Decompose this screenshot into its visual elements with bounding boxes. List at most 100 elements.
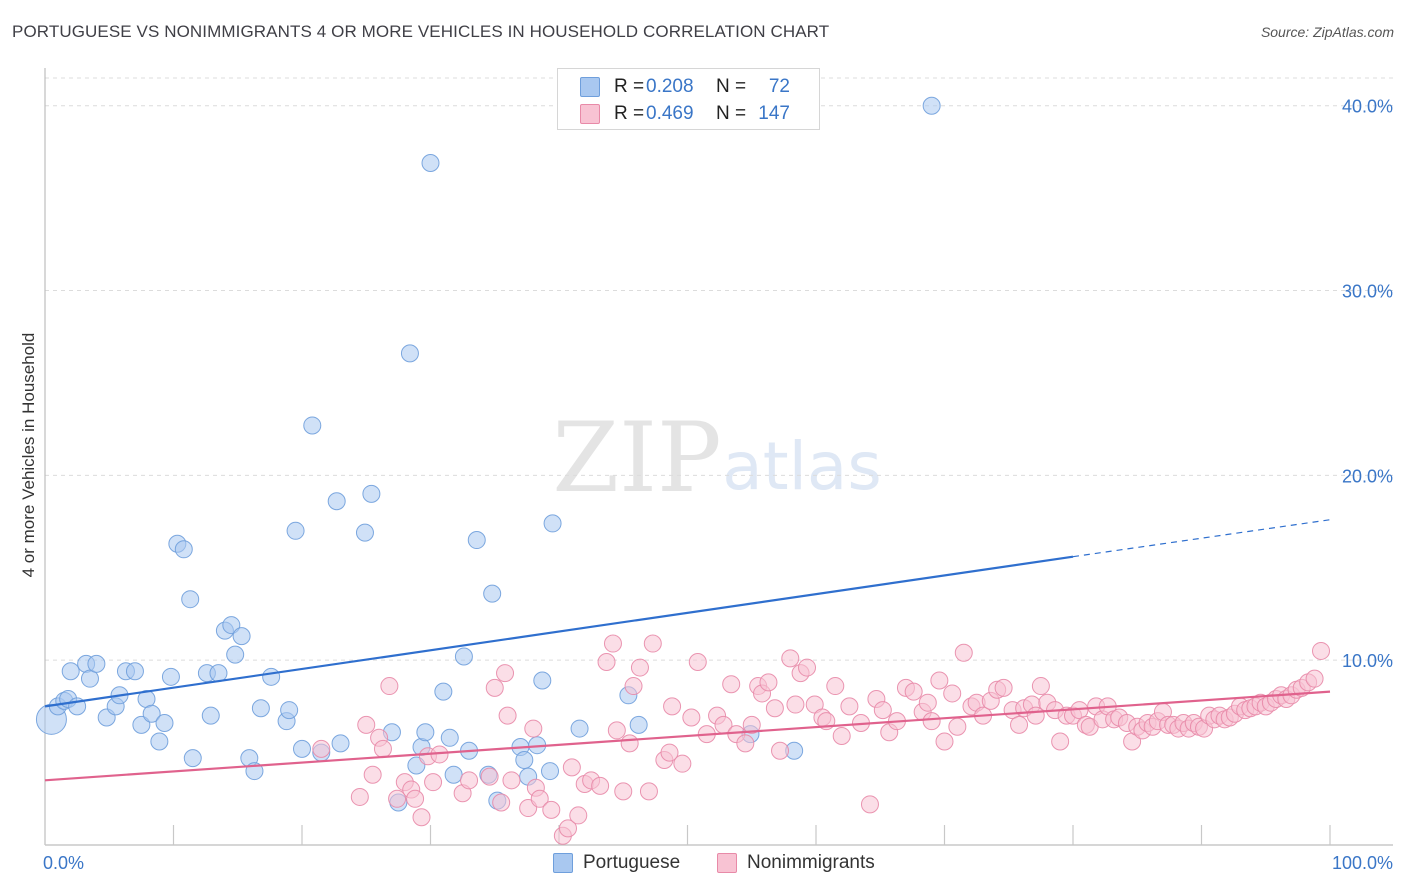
legend-row-portuguese: R = 0.208 N = 72 <box>580 75 790 99</box>
y-tick-label: 10.0% <box>1342 651 1393 671</box>
chart-source: Source: ZipAtlas.com <box>1260 24 1394 40</box>
correlation-legend: R = 0.208 N = 72 R = 0.469 N = 147 <box>557 68 820 130</box>
series-legend: Portuguese Nonimmigrants <box>0 852 1406 878</box>
portuguese-point <box>174 540 193 559</box>
nonimmigrants-point <box>832 726 851 745</box>
portuguese-point <box>87 654 106 673</box>
nonimmigrants-point <box>771 741 790 760</box>
portuguese-point <box>533 671 552 690</box>
nonimmigrants-point <box>350 787 369 806</box>
nonimmigrants-point <box>765 699 784 718</box>
nonimmigrants-point <box>558 819 577 838</box>
legend-item-nonimmigrants[interactable]: Nonimmigrants <box>717 852 875 874</box>
portuguese-point <box>454 647 473 666</box>
nonimmigrants-point <box>460 771 479 790</box>
portuguese-point <box>232 627 251 646</box>
nonimmigrants-point <box>954 643 973 662</box>
portuguese-point <box>125 662 144 681</box>
nonimmigrants-point <box>994 678 1013 697</box>
nonimmigrants-point <box>312 739 331 758</box>
nonimmigrants-point <box>688 653 707 672</box>
nonimmigrants-point <box>722 675 741 694</box>
data-points <box>35 96 1331 845</box>
portuguese-point <box>467 531 486 550</box>
nonimmigrants-point <box>569 806 588 825</box>
legend-swatch-nonimmigrants <box>580 104 600 124</box>
portuguese-point <box>209 664 228 683</box>
legend-r-label: R = <box>614 76 645 97</box>
nonimmigrants-point <box>498 706 517 725</box>
legend-n-value: 72 <box>768 76 790 97</box>
portuguese-point <box>434 682 453 701</box>
portuguese-point <box>362 484 381 503</box>
nonimmigrants-point <box>643 634 662 653</box>
nonimmigrants-point <box>373 739 392 758</box>
portuguese-point <box>331 734 350 753</box>
nonimmigrants-point <box>639 782 658 801</box>
nonimmigrants-point <box>860 795 879 814</box>
nonimmigrants-point <box>485 678 504 697</box>
nonimmigrants-point <box>781 649 800 668</box>
nonimmigrants-point <box>406 789 425 808</box>
nonimmigrants-point <box>918 693 937 712</box>
legend-r-value: 0.469 <box>646 103 694 124</box>
portuguese-point <box>416 723 435 742</box>
portuguese-point <box>222 616 241 635</box>
legend-n-label: N = <box>716 103 747 124</box>
nonimmigrants-point <box>663 697 682 716</box>
portuguese-point <box>922 96 941 115</box>
nonimmigrants-point <box>624 677 643 696</box>
portuguese-point <box>303 416 322 435</box>
tick-labels: 10.0% 20.0% 30.0% 40.0% 0.0% 100.0% <box>43 97 1393 873</box>
nonimmigrants-point <box>620 734 639 753</box>
nonimmigrants-point <box>357 715 376 734</box>
legend-swatch-nonimmigrants <box>717 853 737 873</box>
portuguese-trend-extension <box>1072 519 1331 558</box>
portuguese-point <box>181 590 200 609</box>
nonimmigrants-point <box>1031 677 1050 696</box>
nonimmigrants-point <box>614 782 633 801</box>
legend-label-nonimmigrants: Nonimmigrants <box>747 852 875 873</box>
nonimmigrants-point <box>673 754 692 773</box>
chart-title: PORTUGUESE VS NONIMMIGRANTS 4 OR MORE VE… <box>12 22 830 41</box>
y-tick-label: 40.0% <box>1342 97 1393 117</box>
nonimmigrants-point <box>412 808 431 827</box>
legend-r-label: R = <box>614 103 645 124</box>
nonimmigrants-point <box>922 712 941 731</box>
nonimmigrants-point <box>597 653 616 672</box>
legend-swatch-portuguese <box>580 77 600 97</box>
portuguese-point <box>201 706 220 725</box>
portuguese-point <box>293 739 311 758</box>
portuguese-point <box>286 521 305 540</box>
nonimmigrants-point <box>1305 669 1324 688</box>
watermark-atlas: atlas <box>722 428 882 505</box>
nonimmigrants-point <box>502 771 521 790</box>
nonimmigrants-point <box>786 695 805 714</box>
portuguese-point <box>629 715 648 734</box>
portuguese-point <box>543 514 562 533</box>
y-tick-label: 20.0% <box>1342 466 1393 486</box>
nonimmigrants-point <box>873 701 892 720</box>
nonimmigrants-point <box>524 719 543 738</box>
legend-n-label: N = <box>716 76 747 97</box>
legend-item-portuguese[interactable]: Portuguese <box>553 852 680 874</box>
y-tick-label: 30.0% <box>1342 282 1393 302</box>
portuguese-point <box>400 344 419 363</box>
nonimmigrants-point <box>630 658 649 677</box>
x-tick-label: 100.0% <box>1332 853 1393 873</box>
nonimmigrants-point <box>591 776 610 795</box>
nonimmigrants-point <box>660 743 679 762</box>
legend-label-portuguese: Portuguese <box>583 852 681 873</box>
portuguese-point <box>61 662 80 681</box>
portuguese-point <box>183 749 202 768</box>
portuguese-point <box>570 719 589 738</box>
nonimmigrants-point <box>742 715 761 734</box>
portuguese-point <box>142 704 161 723</box>
trend-lines <box>44 519 1331 782</box>
portuguese-point <box>251 699 270 718</box>
nonimmigrants-point <box>496 664 515 683</box>
nonimmigrants-point <box>948 717 967 736</box>
nonimmigrants-point <box>492 793 511 812</box>
nonimmigrants-point <box>363 765 382 784</box>
nonimmigrants-point <box>607 721 626 740</box>
